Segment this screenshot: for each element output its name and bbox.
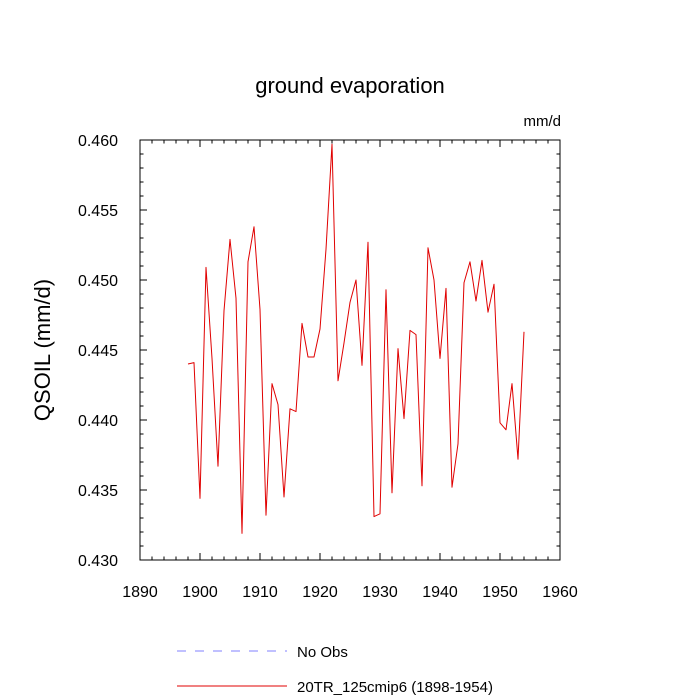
units-label: mm/d <box>524 113 562 130</box>
legend-label-model: 20TR_125cmip6 (1898-1954) <box>297 679 493 696</box>
x-tick-label: 1960 <box>542 584 578 601</box>
x-tick-label: 1890 <box>122 584 158 601</box>
y-tick-label: 0.440 <box>78 413 118 430</box>
y-tick-label: 0.450 <box>78 273 118 290</box>
x-tick-label: 1900 <box>182 584 218 601</box>
chart-title: ground evaporation <box>255 73 445 98</box>
y-tick-label: 0.445 <box>78 343 118 360</box>
series-layer <box>187 143 525 534</box>
y-tick-label: 0.455 <box>78 203 118 220</box>
plot-frame <box>139 139 561 561</box>
axis-ticks <box>139 139 561 561</box>
legend: No Obs 20TR_125cmip6 (1898-1954) <box>177 644 493 696</box>
y-tick-label: 0.435 <box>78 483 118 500</box>
series-line <box>187 143 525 534</box>
x-tick-label: 1930 <box>362 584 398 601</box>
x-tick-label: 1920 <box>302 584 338 601</box>
x-tick-label: 1950 <box>482 584 518 601</box>
x-tick-label: 1910 <box>242 584 278 601</box>
legend-label-no-obs: No Obs <box>297 644 348 661</box>
axis-tick-labels: 1890 1900 1910 1920 1930 1940 1950 1960 0.430 0.4… <box>78 133 578 601</box>
y-axis-label: QSOIL (mm/d) <box>30 279 55 421</box>
x-tick-label: 1940 <box>422 584 458 601</box>
y-tick-label: 0.460 <box>78 133 118 150</box>
y-tick-label: 0.430 <box>78 553 118 570</box>
